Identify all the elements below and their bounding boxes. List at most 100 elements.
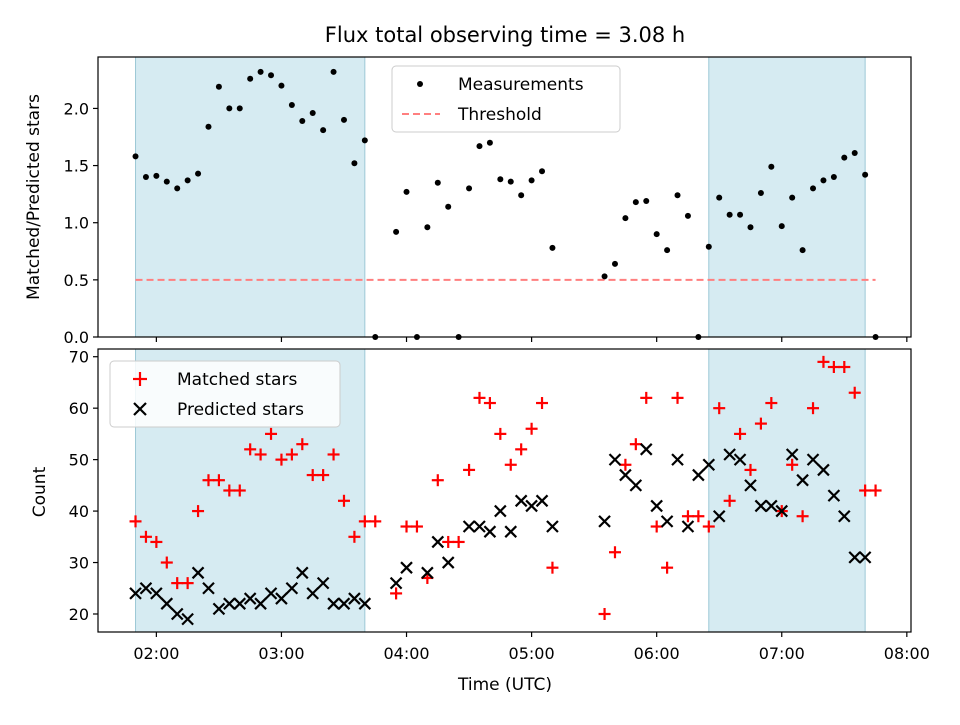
predicted-star-point — [702, 458, 716, 472]
measurement-point — [486, 139, 493, 146]
matched-star-point — [713, 402, 726, 415]
bottom-legend-box — [109, 360, 341, 428]
matched-star-point — [306, 469, 319, 482]
measurement-point — [851, 150, 858, 156]
measurement-point — [747, 224, 754, 231]
matched-star-point — [515, 443, 528, 456]
matched-star-point — [848, 386, 861, 399]
matched-star-point — [390, 587, 403, 600]
matched-star-point — [765, 397, 778, 410]
matched-star-point — [536, 397, 549, 410]
predicted-star-point — [639, 443, 653, 456]
matched-star-point — [619, 458, 632, 471]
measurement-point — [497, 176, 504, 183]
bottom-legend: Matched stars Predicted stars — [109, 360, 341, 428]
measurement-point — [257, 68, 264, 75]
measurement-point — [810, 185, 817, 192]
matched-star-point — [192, 505, 205, 518]
predicted-star-point — [358, 597, 372, 610]
predicted-star-point — [744, 479, 757, 492]
predicted-star-point — [129, 587, 142, 600]
predicted-star-point — [494, 504, 507, 518]
measurement-point — [330, 68, 337, 75]
predicted-star-point — [848, 551, 861, 564]
matched-star-point — [369, 515, 382, 528]
predicted-star-point — [421, 566, 434, 580]
y-tick-label: 0.0 — [64, 328, 89, 347]
predicted-star-point — [733, 453, 747, 466]
measurement-point — [862, 171, 869, 178]
measurement-point — [288, 102, 295, 108]
predicted-star-point — [671, 453, 684, 466]
predicted-star-point — [160, 597, 174, 610]
predicted-stars-points — [129, 443, 872, 626]
predicted-star-point — [441, 556, 455, 569]
measurement-point — [820, 177, 827, 184]
predicted-star-point — [212, 602, 226, 616]
matched-star-point — [452, 535, 465, 548]
legend-measurements-label: Measurements — [458, 75, 584, 95]
matched-star-point — [786, 458, 799, 471]
measurement-point — [174, 185, 181, 192]
predicted-star-point — [535, 494, 549, 508]
top-y-axis-label: Matched/Predicted stars — [24, 94, 44, 300]
predicted-star-point — [796, 473, 809, 487]
matched-star-point — [650, 520, 663, 533]
x-axis-label: Time (UTC) — [457, 675, 552, 695]
x-tick-label: 07:00 — [759, 644, 805, 663]
legend-matched-label: Matched stars — [177, 370, 297, 390]
predicted-star-point — [139, 581, 153, 595]
predicted-star-point — [598, 515, 611, 528]
y-tick-label: 60 — [69, 399, 89, 418]
matched-star-point — [827, 361, 840, 374]
predicted-star-point — [546, 520, 559, 533]
matched-star-point — [327, 448, 340, 461]
predicted-star-point — [337, 597, 351, 610]
matched-star-point — [431, 474, 444, 487]
measurement-point — [215, 83, 222, 90]
measurement-point — [445, 203, 452, 210]
predicted-star-point — [650, 499, 663, 513]
measurement-point — [361, 137, 368, 144]
measurement-point — [184, 177, 191, 184]
measurement-point — [247, 75, 254, 82]
measurement-point — [424, 224, 431, 231]
predicted-star-point — [629, 479, 643, 492]
matched-star-point — [337, 494, 350, 507]
shaded-region-1 — [135, 56, 366, 338]
predicted-star-point — [348, 592, 361, 605]
matched-star-point — [723, 494, 736, 507]
top-shaded-regions — [135, 56, 866, 338]
matched-star-point — [442, 535, 455, 548]
legend-predicted-marker — [133, 402, 147, 416]
matched-star-point — [296, 438, 309, 451]
matched-star-point — [150, 535, 163, 548]
predicted-star-point — [525, 499, 538, 513]
matched-star-point — [661, 561, 674, 574]
measurement-point — [674, 192, 681, 199]
legend-threshold-label: Threshold — [457, 105, 542, 125]
shaded-region-2 — [708, 56, 866, 338]
matched-star-point — [671, 391, 684, 404]
matched-star-point — [869, 484, 882, 497]
measurement-point — [309, 110, 316, 116]
matched-star-point — [598, 607, 611, 620]
measurement-point — [226, 105, 233, 112]
predicted-star-point — [296, 566, 309, 580]
predicted-star-point — [233, 597, 247, 610]
bottom-y-axis-label: Count — [30, 466, 50, 517]
matched-star-point — [223, 484, 236, 497]
matched-star-point — [463, 463, 476, 476]
bottom-panel: 20 30 40 50 60 70 02:00 03:00 04:00 05:00 06:00 07… — [30, 348, 930, 695]
matched-star-point — [400, 520, 413, 533]
top-legend-box — [391, 65, 621, 133]
measurement-point — [549, 244, 556, 251]
matched-star-point — [181, 577, 194, 590]
predicted-star-point — [431, 535, 445, 549]
y-tick-label: 0.5 — [64, 271, 89, 290]
predicted-star-point — [316, 576, 330, 590]
y-tick-label: 30 — [69, 554, 89, 573]
legend-measurements-marker — [417, 81, 423, 87]
matched-star-point — [504, 458, 517, 471]
